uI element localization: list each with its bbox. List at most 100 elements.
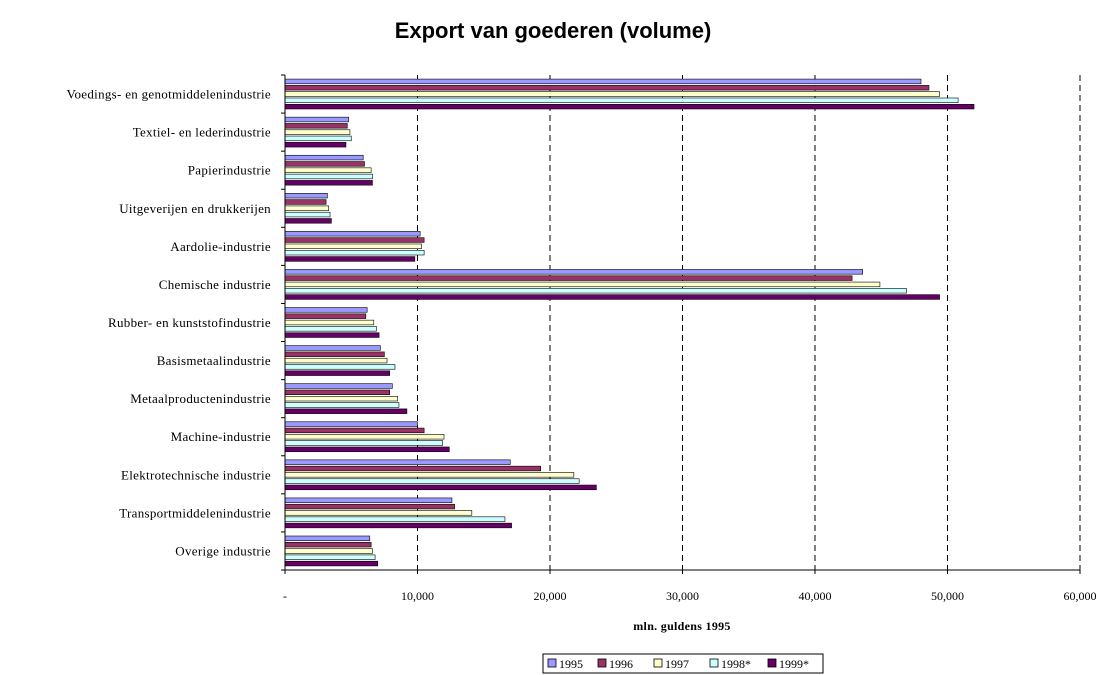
chart-title: Export van goederen (volume) bbox=[395, 18, 712, 43]
bar-1997-3 bbox=[284, 205, 330, 211]
bar-1995-8 bbox=[284, 383, 393, 389]
bar-1999-8 bbox=[284, 408, 408, 414]
legend-label: 1996 bbox=[609, 657, 633, 671]
category-label: Transportmiddelenindustrie bbox=[119, 505, 271, 520]
bar-1995-5 bbox=[284, 269, 864, 275]
category-label: Textiel- en lederindustrie bbox=[133, 125, 271, 140]
bar-1998-11 bbox=[284, 516, 506, 522]
bar-1997-7 bbox=[284, 357, 388, 364]
bar-1996-4 bbox=[284, 237, 425, 243]
bar-1995-11 bbox=[284, 497, 453, 503]
bar-1996-12 bbox=[284, 542, 372, 548]
bar-1999-7 bbox=[284, 370, 390, 376]
x-tick-label: 40,000 bbox=[799, 589, 832, 603]
bar-1997-9 bbox=[284, 434, 445, 440]
x-tick-label: 50,000 bbox=[931, 589, 964, 603]
bar-1999-1 bbox=[284, 142, 347, 148]
bar-1999-11 bbox=[284, 522, 512, 529]
bar-1996-11 bbox=[284, 503, 455, 510]
bar-1999-10 bbox=[284, 484, 597, 491]
category-label: Aardolie-industrie bbox=[170, 239, 271, 254]
bar-1998-9 bbox=[284, 440, 443, 446]
bar-1999-6 bbox=[284, 332, 380, 338]
bar-1995-4 bbox=[284, 231, 421, 237]
bar-1997-10 bbox=[284, 472, 575, 478]
category-label: Rubber- en kunststofindustrie bbox=[108, 315, 271, 330]
x-tick-label: 10,000 bbox=[401, 589, 434, 603]
bar-1997-2 bbox=[284, 167, 372, 173]
category-label: Uitgeverijen en drukkerijen bbox=[119, 201, 271, 216]
category-label: Machine-industrie bbox=[171, 429, 271, 444]
bar-1995-10 bbox=[284, 459, 511, 465]
bar-1997-8 bbox=[284, 396, 398, 402]
legend: 1995 1996 1997 1998* 1999* bbox=[542, 653, 824, 674]
bar-1998-0 bbox=[284, 97, 959, 103]
bar-1997-6 bbox=[284, 319, 375, 326]
bar-1995-2 bbox=[284, 154, 364, 161]
category-label: Papierindustrie bbox=[188, 163, 271, 178]
bar-1996-10 bbox=[284, 465, 542, 472]
bar-1996-2 bbox=[284, 161, 365, 167]
gridlines bbox=[417, 75, 1081, 570]
bar-1995-7 bbox=[284, 345, 381, 351]
legend-swatch bbox=[597, 658, 607, 668]
bar-1996-0 bbox=[284, 85, 930, 91]
bar-1997-1 bbox=[284, 129, 351, 135]
bars bbox=[284, 78, 975, 567]
category-label: Basismetaalindustrie bbox=[157, 353, 271, 368]
x-tick-label: - bbox=[283, 589, 287, 603]
legend-swatch bbox=[709, 658, 719, 668]
bar-1998-4 bbox=[284, 249, 425, 256]
bar-1996-8 bbox=[284, 389, 390, 396]
legend-swatch bbox=[767, 658, 777, 668]
bar-1997-11 bbox=[284, 510, 473, 516]
legend-label: 1995 bbox=[559, 657, 583, 671]
x-axis-label: mln. guldens 1995 bbox=[633, 619, 730, 633]
bar-1998-10 bbox=[284, 478, 580, 484]
bar-1999-0 bbox=[284, 103, 975, 110]
bar-1996-3 bbox=[284, 199, 327, 205]
bar-1999-4 bbox=[284, 256, 416, 262]
axes bbox=[281, 74, 1081, 574]
bar-1995-6 bbox=[284, 307, 368, 313]
x-tick-labels: - 10,000 20,000 30,000 40,000 50,000 60,000 bbox=[283, 589, 1097, 603]
bar-1998-8 bbox=[284, 402, 400, 408]
bar-1998-7 bbox=[284, 364, 396, 370]
category-label: Chemische industrie bbox=[159, 277, 271, 292]
legend-box bbox=[542, 653, 824, 674]
bar-1995-12 bbox=[284, 535, 371, 542]
bar-1996-5 bbox=[284, 275, 853, 281]
legend-label: 1998* bbox=[721, 657, 751, 671]
bar-1997-0 bbox=[284, 91, 940, 97]
legend-swatch bbox=[547, 658, 557, 668]
bar-1995-9 bbox=[284, 421, 418, 427]
bar-1998-6 bbox=[284, 326, 377, 332]
category-label: Metaalproductenindustrie bbox=[130, 391, 271, 406]
bar-1999-2 bbox=[284, 180, 373, 186]
bar-1999-5 bbox=[284, 294, 940, 300]
bar-1999-3 bbox=[284, 218, 332, 224]
bar-1995-0 bbox=[284, 78, 922, 85]
bar-1997-5 bbox=[284, 281, 881, 288]
legend-swatch bbox=[653, 658, 663, 668]
category-label: Elektrotechnische industrie bbox=[121, 467, 271, 482]
bar-1996-1 bbox=[284, 123, 348, 129]
bar-1998-2 bbox=[284, 173, 373, 180]
bar-1998-1 bbox=[284, 135, 352, 142]
x-tick-label: 60,000 bbox=[1064, 589, 1097, 603]
bar-1996-7 bbox=[284, 351, 385, 357]
category-label: Voedings- en genotmiddelenindustrie bbox=[66, 87, 271, 102]
bar-1996-6 bbox=[284, 313, 367, 319]
bar-1999-12 bbox=[284, 560, 379, 567]
bar-1995-3 bbox=[284, 193, 328, 199]
bar-1997-12 bbox=[284, 548, 373, 554]
legend-label: 1999* bbox=[779, 657, 809, 671]
bar-1998-12 bbox=[284, 554, 376, 560]
category-labels: Voedings- en genotmiddelenindustrie Texti… bbox=[66, 87, 271, 559]
bar-1997-4 bbox=[284, 243, 422, 249]
bar-1995-1 bbox=[284, 116, 349, 123]
x-tick-label: 20,000 bbox=[534, 589, 567, 603]
bar-1998-5 bbox=[284, 288, 907, 294]
legend-label: 1997 bbox=[665, 657, 689, 671]
